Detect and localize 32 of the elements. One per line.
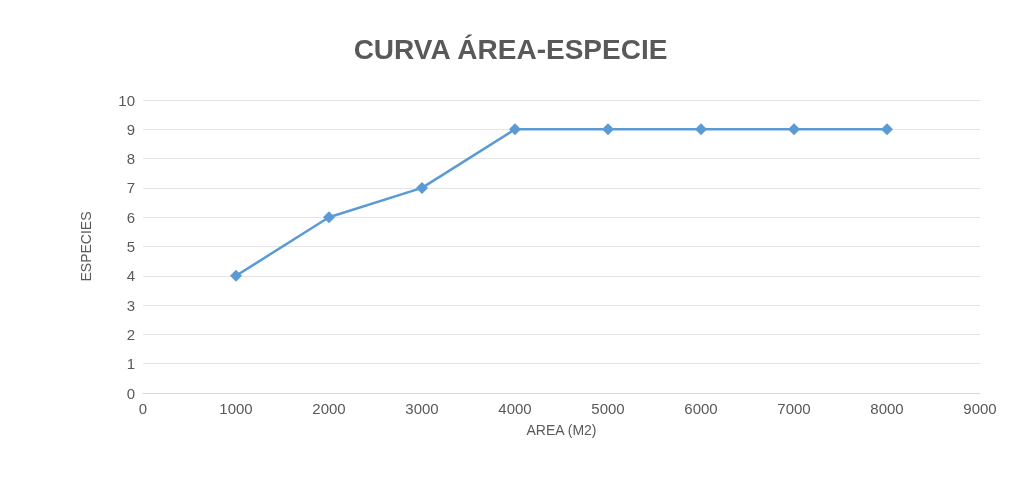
x-axis-title: AREA (M2) xyxy=(526,422,597,438)
y-tick-label: 8 xyxy=(126,150,135,168)
y-tick-label: 0 xyxy=(126,384,135,402)
y-tick-label: 6 xyxy=(126,208,135,226)
y-tick-label: 2 xyxy=(126,325,135,343)
point xyxy=(323,211,335,224)
y-tick-label: 10 xyxy=(118,91,135,109)
x-tick-label: 9000 xyxy=(963,400,997,417)
x-tick-label: 5000 xyxy=(591,400,625,417)
point xyxy=(230,269,242,282)
x-tick-label: 7000 xyxy=(777,400,811,417)
point xyxy=(881,123,893,136)
y-tick-label: 9 xyxy=(126,120,135,138)
y-tick-label: 4 xyxy=(126,267,135,285)
x-tick-label: 4000 xyxy=(498,400,532,417)
x-tick-label: 6000 xyxy=(684,400,718,417)
point xyxy=(416,181,428,194)
x-tick-label: 2000 xyxy=(312,400,346,417)
y-tick-label: 3 xyxy=(126,296,135,314)
y-tick-label: 7 xyxy=(126,179,135,197)
x-tick-label: 1000 xyxy=(219,400,253,417)
x-tick-label: 3000 xyxy=(405,400,439,417)
point xyxy=(695,123,707,136)
point xyxy=(788,123,800,136)
y-axis-title: ESPECIES xyxy=(78,211,94,282)
chart-title: CURVA ÁREA-ESPECIE xyxy=(353,33,668,65)
point xyxy=(509,123,521,136)
point xyxy=(602,123,614,136)
y-tick-label: 1 xyxy=(126,355,135,373)
x-tick-label: 0 xyxy=(138,400,148,417)
x-tick-label: 8000 xyxy=(870,400,904,417)
y-tick-label: 5 xyxy=(126,238,135,255)
